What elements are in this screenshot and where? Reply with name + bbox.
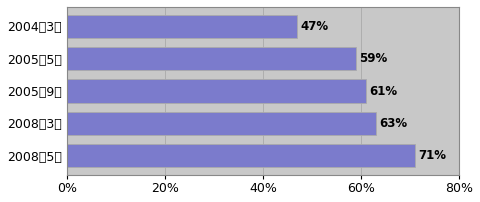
Text: 63%: 63%	[379, 117, 407, 130]
Text: 71%: 71%	[418, 149, 446, 162]
Text: 61%: 61%	[369, 84, 397, 98]
Bar	[67, 47, 356, 70]
Bar	[67, 144, 415, 167]
Bar	[67, 79, 366, 103]
Text: 47%: 47%	[300, 20, 328, 33]
Text: 59%: 59%	[359, 52, 387, 65]
Bar	[67, 15, 298, 38]
Bar	[67, 112, 376, 135]
